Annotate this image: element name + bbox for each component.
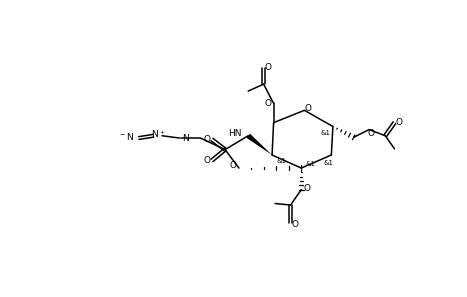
Text: N$^+$: N$^+$ bbox=[151, 128, 165, 140]
Text: O: O bbox=[305, 104, 312, 113]
Text: O: O bbox=[203, 156, 210, 165]
Text: O: O bbox=[265, 99, 272, 108]
Text: &1: &1 bbox=[276, 158, 286, 164]
Text: O: O bbox=[303, 184, 310, 192]
Text: &1: &1 bbox=[305, 161, 316, 167]
Text: $^-$N: $^-$N bbox=[118, 131, 134, 142]
Text: O: O bbox=[203, 135, 210, 144]
Text: O: O bbox=[229, 161, 236, 170]
Polygon shape bbox=[247, 134, 272, 155]
Text: N: N bbox=[182, 134, 188, 143]
Text: HN: HN bbox=[228, 129, 242, 138]
Text: O: O bbox=[368, 129, 375, 138]
Text: O: O bbox=[292, 220, 299, 229]
Text: &1: &1 bbox=[323, 160, 333, 166]
Text: O: O bbox=[265, 64, 272, 72]
Text: O: O bbox=[396, 118, 403, 127]
Text: &1: &1 bbox=[320, 130, 330, 136]
